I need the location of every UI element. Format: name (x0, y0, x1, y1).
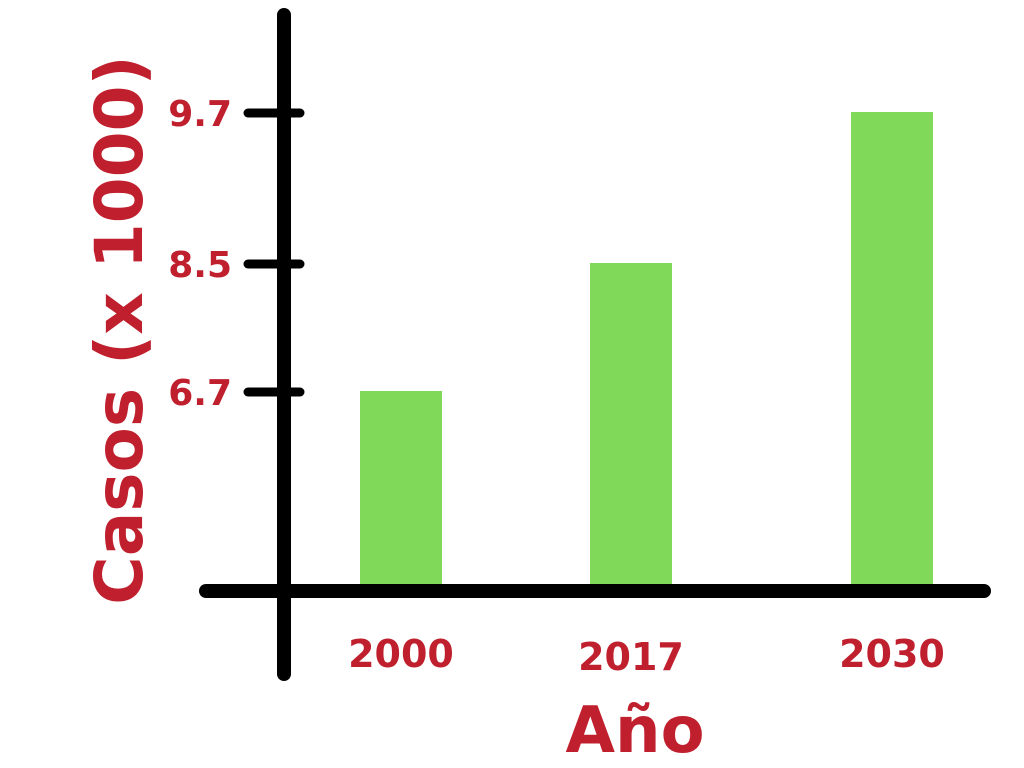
x-tick-label-2017: 2017 (578, 635, 684, 679)
bar-2030 (851, 112, 933, 586)
y-tick-label-6.7: 6.7 (168, 373, 232, 414)
bar-2000 (360, 391, 442, 586)
x-axis-title: Año (565, 694, 704, 768)
y-ticks-group: 6.7 8.5 9.7 (168, 94, 305, 414)
y-axis-title: Casos (x 1000) (81, 55, 158, 604)
y-tick-label-9.7: 9.7 (168, 94, 232, 135)
x-tick-label-2000: 2000 (348, 632, 454, 676)
bars-group (360, 112, 933, 586)
x-tick-label-2030: 2030 (839, 632, 945, 676)
x-tick-labels-group: 2000 2017 2030 (348, 632, 945, 679)
y-tick-label-8.5: 8.5 (168, 245, 232, 286)
bar-2017 (590, 263, 672, 586)
